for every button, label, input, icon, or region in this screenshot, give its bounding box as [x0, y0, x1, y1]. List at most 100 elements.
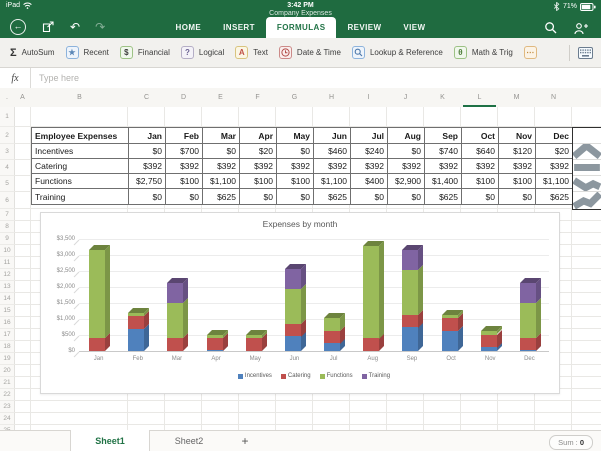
table-cell[interactable]: $392 — [202, 158, 240, 174]
table-header-month[interactable]: Oct — [461, 127, 499, 144]
row-header-17[interactable]: 17 — [0, 329, 14, 341]
redo-icon[interactable]: ↷ — [95, 20, 106, 34]
row-header-4[interactable]: 4 — [0, 160, 14, 176]
table-cell[interactable]: $240 — [350, 143, 388, 159]
table-cell[interactable]: $1,100 — [202, 173, 240, 189]
table-cell[interactable]: $640 — [461, 143, 499, 159]
table-cell[interactable]: $625 — [535, 188, 573, 205]
table-cell[interactable]: $625 — [424, 188, 462, 205]
table-header-month[interactable]: Jul — [350, 127, 388, 144]
share-export-icon[interactable] — [41, 20, 55, 34]
table-cell[interactable]: $0 — [128, 188, 166, 205]
column-header-F[interactable]: F — [239, 88, 276, 107]
row-header-1[interactable]: 1 — [0, 107, 14, 127]
table-cell[interactable]: $392 — [498, 158, 536, 174]
tab-formulas[interactable]: FORMULAS — [265, 17, 337, 38]
table-header-month[interactable]: Mar — [202, 127, 240, 144]
column-header-H[interactable]: H — [313, 88, 350, 107]
row-header-12[interactable]: 12 — [0, 269, 14, 281]
table-cell[interactable]: $0 — [239, 188, 277, 205]
table-row-label[interactable]: Incentives — [31, 143, 129, 159]
column-header-J[interactable]: J — [387, 88, 424, 107]
table-cell[interactable]: $100 — [165, 173, 203, 189]
table-cell[interactable]: $0 — [350, 188, 388, 205]
expenses-table[interactable]: Employee Expenses Jan Feb Mar Apr May Jun Jul Au… — [31, 127, 573, 205]
table-row-label[interactable]: Training — [31, 188, 129, 205]
ribbon-button-financial[interactable]: $ Financial — [119, 46, 170, 59]
ribbon-button-text[interactable]: A Text — [235, 46, 268, 59]
column-header-I[interactable]: I — [350, 88, 387, 107]
table-cell[interactable]: $392 — [128, 158, 166, 174]
ribbon-button-more-functions[interactable]: ⋯ — [523, 46, 537, 59]
table-cell[interactable]: $0 — [165, 188, 203, 205]
sheet-tab-sheet1[interactable]: Sheet1 — [70, 430, 150, 451]
ribbon-button-date-time[interactable]: Date & Time — [278, 46, 341, 59]
add-sheet-button[interactable]: + — [241, 434, 249, 448]
column-header-K[interactable]: K — [424, 88, 461, 107]
ribbon-button-math-trig[interactable]: θ Math & Trig — [453, 46, 513, 59]
table-cell[interactable]: $0 — [387, 188, 425, 205]
expenses-chart[interactable]: Expenses by month $0 $500 $1,000 $1,500 $2,0… — [40, 212, 560, 394]
table-cell[interactable]: $400 — [350, 173, 388, 189]
row-header-23[interactable]: 23 — [0, 401, 14, 413]
table-cell[interactable]: $392 — [535, 158, 573, 174]
table-cell[interactable]: $392 — [165, 158, 203, 174]
row-header-24[interactable]: 24 — [0, 413, 14, 425]
table-cell[interactable]: $20 — [535, 143, 573, 159]
table-cell[interactable]: $1,100 — [313, 173, 351, 189]
column-header-C[interactable]: C — [128, 88, 165, 107]
column-header-A[interactable]: A — [14, 88, 31, 107]
table-header-month[interactable]: Feb — [165, 127, 203, 144]
formula-input[interactable] — [31, 68, 601, 88]
table-header-month[interactable]: Apr — [239, 127, 277, 144]
tab-insert[interactable]: INSERT — [223, 23, 255, 32]
table-cell[interactable]: $1,100 — [535, 173, 573, 189]
table-cell[interactable]: $0 — [276, 188, 314, 205]
row-header-13[interactable]: 13 — [0, 281, 14, 293]
row-header-8[interactable]: 8 — [0, 221, 14, 233]
table-header-month[interactable]: Jan — [128, 127, 166, 144]
table-cell[interactable]: $20 — [239, 143, 277, 159]
tab-home[interactable]: HOME — [175, 23, 202, 32]
table-cell[interactable]: $392 — [387, 158, 425, 174]
table-cell[interactable]: $625 — [313, 188, 351, 205]
column-header-N[interactable]: N — [535, 88, 572, 107]
add-person-icon[interactable] — [574, 22, 589, 35]
table-cell[interactable]: $120 — [498, 143, 536, 159]
column-header-L[interactable]: L — [461, 88, 498, 107]
ribbon-button-recent[interactable]: ★ Recent — [65, 46, 109, 59]
column-header-M[interactable]: M — [498, 88, 535, 107]
row-header-22[interactable]: 22 — [0, 389, 14, 401]
table-cell[interactable]: $700 — [165, 143, 203, 159]
table-cell[interactable]: $392 — [424, 158, 462, 174]
row-header-2[interactable]: 2 — [0, 127, 14, 144]
tab-review[interactable]: REVIEW — [347, 23, 382, 32]
row-header-14[interactable]: 14 — [0, 293, 14, 305]
worksheet-grid[interactable]: 1234567891011121314151617181920212223242… — [0, 107, 601, 430]
ribbon-button-lookup-reference[interactable]: Lookup & Reference — [351, 46, 443, 59]
table-header-month[interactable]: Nov — [498, 127, 536, 144]
row-header-25[interactable]: 25 — [0, 425, 14, 430]
row-header-18[interactable]: 18 — [0, 341, 14, 353]
row-header-9[interactable]: 9 — [0, 233, 14, 245]
table-header-month[interactable]: Jun — [313, 127, 351, 144]
table-cell[interactable]: $740 — [424, 143, 462, 159]
column-header-G[interactable]: G — [276, 88, 313, 107]
row-header-5[interactable]: 5 — [0, 176, 14, 192]
table-row-label[interactable]: Catering — [31, 158, 129, 174]
sparkline-column[interactable] — [572, 127, 601, 210]
table-cell[interactable]: $100 — [239, 173, 277, 189]
sheet-tab-sheet2[interactable]: Sheet2 — [174, 436, 204, 446]
table-cell[interactable]: $1,400 — [424, 173, 462, 189]
table-cell[interactable]: $2,750 — [128, 173, 166, 189]
ribbon-button-logical[interactable]: ? Logical — [180, 46, 224, 59]
undo-icon[interactable]: ↶ — [70, 20, 81, 34]
row-header-16[interactable]: 16 — [0, 317, 14, 329]
table-cell[interactable]: $100 — [461, 173, 499, 189]
table-header-month[interactable]: May — [276, 127, 314, 144]
table-cell[interactable]: $0 — [387, 143, 425, 159]
row-header-21[interactable]: 21 — [0, 377, 14, 389]
row-header-11[interactable]: 11 — [0, 257, 14, 269]
table-cell[interactable]: $0 — [498, 188, 536, 205]
table-cell[interactable]: $625 — [202, 188, 240, 205]
